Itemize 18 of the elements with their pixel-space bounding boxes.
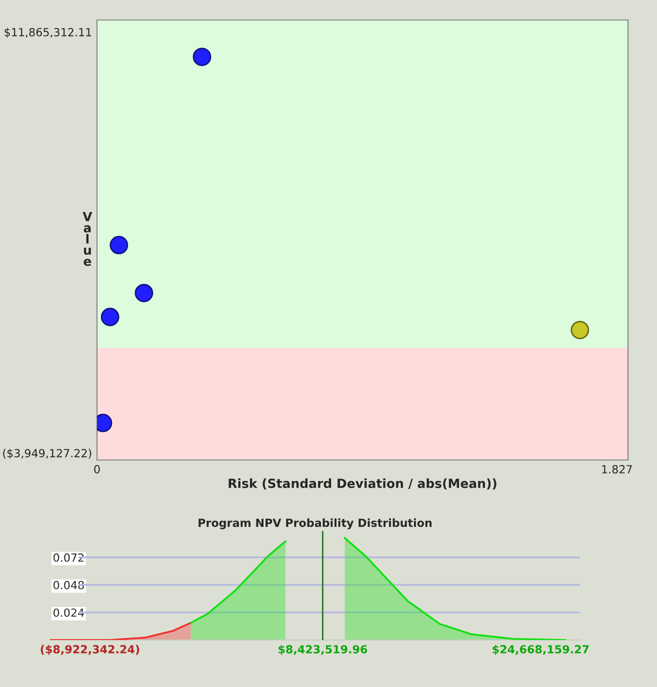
x-axis-title: Risk (Standard Deviation / abs(Mean)) [228, 478, 496, 490]
y-tick-label: 0.072 [54, 553, 84, 562]
y-tick-label: $11,865,312.11 [4, 28, 92, 38]
x-tick-label: 1.827 [602, 465, 632, 474]
point [110, 236, 128, 254]
x-tick-label: $8,423,519.96 [278, 644, 368, 655]
y-tick-label: 0.048 [54, 580, 84, 590]
y-axis-title: Value [82, 212, 92, 266]
point [134, 284, 154, 302]
chart-title: Program NPV Probability Distribution [198, 518, 432, 530]
y-tick-label: ($3,949,127.22) [3, 448, 92, 459]
point [192, 48, 212, 66]
point [100, 308, 120, 326]
x-tick-label: ($8,922,342.24) [40, 644, 140, 655]
x-tick-label: $24,668,159.27 [492, 644, 589, 655]
point [570, 320, 590, 340]
x-tick-label: 0 [94, 465, 100, 474]
y-tick-label: 0.024 [54, 608, 84, 617]
